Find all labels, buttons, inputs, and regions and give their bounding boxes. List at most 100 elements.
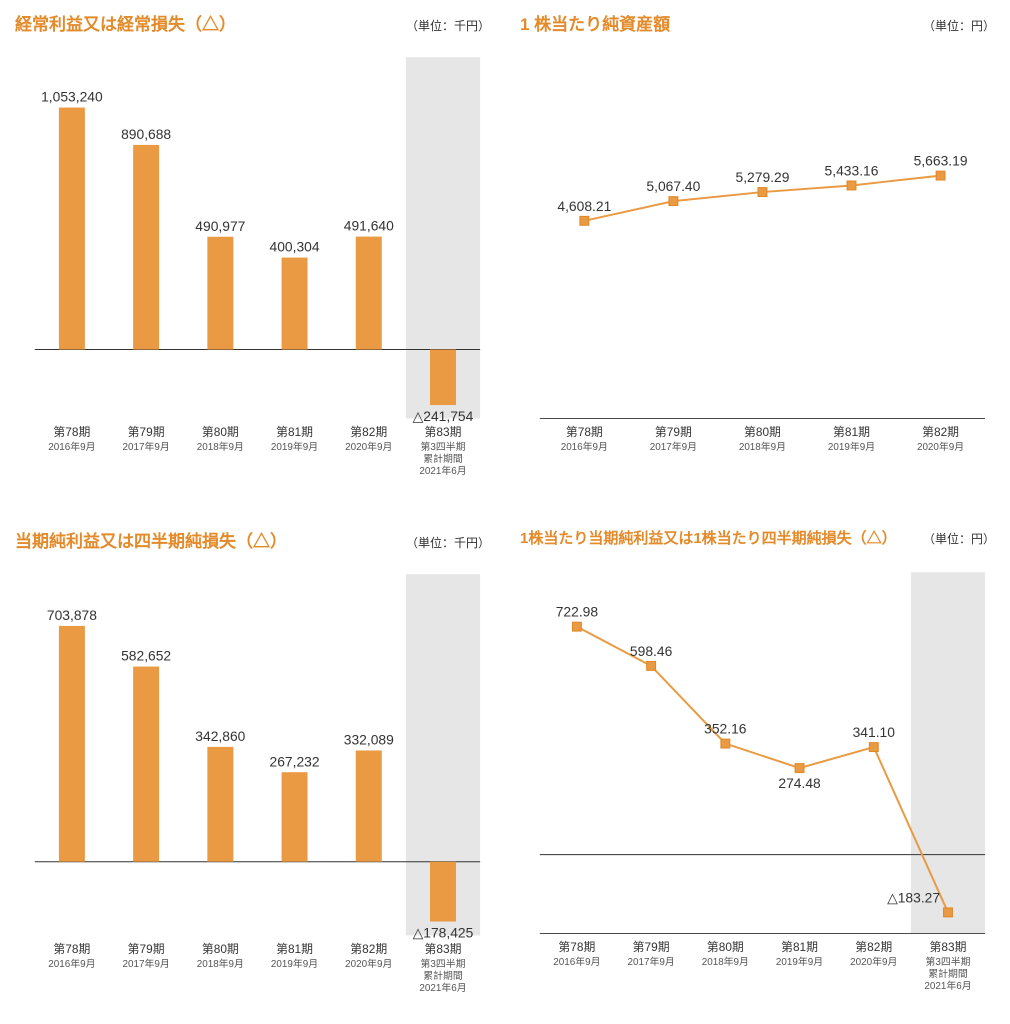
- point-value-label: 598.46: [630, 643, 673, 659]
- bar: [356, 237, 382, 350]
- bar-value-label: 890,688: [121, 126, 171, 142]
- bar: [356, 750, 382, 861]
- x-category-label: 第78期: [566, 425, 603, 439]
- chart-area: 4,608.215,067.405,279.295,433.165,663.19…: [520, 43, 995, 497]
- bar-value-label: △178,425: [413, 924, 474, 940]
- x-category-sublabel: 累計期間: [423, 452, 463, 465]
- line-chart: 4,608.215,067.405,279.295,433.165,663.19…: [520, 43, 995, 497]
- x-category-sublabel: 2018年9月: [197, 440, 244, 453]
- x-category-sublabel: 2021年6月: [419, 981, 466, 994]
- bar: [430, 862, 456, 922]
- data-marker: [721, 739, 730, 748]
- x-category-sublabel: 2021年6月: [419, 464, 466, 477]
- bar: [207, 747, 233, 862]
- x-category-sublabel: 2020年9月: [345, 957, 392, 970]
- bar-value-label: 332,089: [344, 732, 394, 748]
- x-category-label: 第81期: [833, 425, 870, 439]
- x-category-sublabel: 2017年9月: [650, 440, 697, 453]
- x-category-sublabel: 2019年9月: [271, 440, 318, 453]
- x-category-sublabel: 第3四半期: [925, 955, 970, 968]
- chart-grid: 経常利益又は経常損失（△） （単位：千円） 1,053,240 890,688 49…: [15, 10, 995, 1014]
- x-category-label: 第81期: [276, 425, 313, 439]
- data-marker: [580, 216, 589, 225]
- data-marker: [847, 181, 856, 190]
- x-category-label: 第79期: [633, 940, 670, 954]
- data-marker: [869, 743, 878, 752]
- x-category-label: 第80期: [744, 425, 781, 439]
- x-category-sublabel: 2016年9月: [553, 955, 600, 968]
- x-category-sublabel: 2019年9月: [828, 440, 875, 453]
- x-category-sublabel: 累計期間: [423, 969, 463, 982]
- data-marker: [647, 661, 656, 670]
- x-category-sublabel: 2019年9月: [271, 957, 318, 970]
- bar-value-label: 703,878: [47, 607, 97, 623]
- x-category-sublabel: 2016年9月: [561, 440, 608, 453]
- x-category-label: 第78期: [558, 940, 595, 954]
- data-marker: [758, 188, 767, 197]
- x-category-label: 第82期: [922, 425, 959, 439]
- x-category-sublabel: 第3四半期: [420, 440, 465, 453]
- bar: [59, 108, 85, 350]
- bar-value-label: △241,754: [413, 408, 474, 424]
- x-category-sublabel: 2016年9月: [48, 440, 95, 453]
- data-marker: [669, 197, 678, 206]
- x-category-sublabel: 2020年9月: [345, 440, 392, 453]
- line-chart: 722.98598.46352.16274.48341.10△183.27第78…: [520, 556, 995, 1014]
- data-marker: [936, 171, 945, 180]
- bar-chart: 703,878582,652342,860267,232332,089△178,…: [15, 560, 490, 1014]
- bar-value-label: 582,652: [121, 648, 171, 664]
- x-category-label: 第79期: [655, 425, 692, 439]
- x-category-sublabel: 累計期間: [928, 967, 968, 980]
- panel-bottom-right: 1株当たり当期純利益又は1株当たり四半期純損失（△） （単位：円） 722.98…: [520, 527, 995, 1014]
- bar: [282, 258, 308, 350]
- point-value-label: 5,279.29: [736, 169, 790, 185]
- chart-unit: （単位：千円）: [406, 534, 490, 551]
- x-category-label: 第82期: [350, 942, 387, 956]
- chart-unit: （単位：千円）: [406, 17, 490, 34]
- bar: [133, 145, 159, 350]
- x-category-label: 第79期: [128, 425, 165, 439]
- point-value-label: 352.16: [704, 721, 747, 737]
- bar: [430, 350, 456, 406]
- x-category-sublabel: 第3四半期: [420, 957, 465, 970]
- chart-area: 722.98598.46352.16274.48341.10△183.27第78…: [520, 556, 995, 1014]
- point-value-label: △183.27: [887, 890, 940, 906]
- x-category-label: 第82期: [350, 425, 387, 439]
- x-category-sublabel: 2020年9月: [850, 955, 897, 968]
- x-category-label: 第80期: [707, 940, 744, 954]
- x-category-sublabel: 2020年9月: [917, 440, 964, 453]
- x-category-sublabel: 2018年9月: [739, 440, 786, 453]
- point-value-label: 722.98: [556, 604, 599, 620]
- x-category-label: 第79期: [128, 942, 165, 956]
- x-category-label: 第83期: [930, 940, 967, 954]
- x-category-label: 第80期: [202, 942, 239, 956]
- bar-value-label: 400,304: [270, 239, 320, 255]
- x-category-label: 第83期: [425, 425, 462, 439]
- bar-value-label: 1,053,240: [41, 89, 103, 105]
- x-category-sublabel: 2017年9月: [123, 440, 170, 453]
- x-category-label: 第81期: [276, 942, 313, 956]
- bar-value-label: 267,232: [270, 753, 320, 769]
- x-category-label: 第82期: [855, 940, 892, 954]
- bar: [59, 626, 85, 862]
- x-category-label: 第81期: [781, 940, 818, 954]
- point-value-label: 5,433.16: [825, 163, 879, 179]
- bar-value-label: 491,640: [344, 218, 394, 234]
- point-value-label: 4,608.21: [557, 198, 611, 214]
- x-category-sublabel: 2018年9月: [197, 957, 244, 970]
- panel-bottom-left: 当期純利益又は四半期純損失（△） （単位：千円） 703,878 582,652 3…: [15, 527, 490, 1014]
- chart-title: 経常利益又は経常損失（△）: [15, 10, 236, 35]
- panel-top-right: 1 株当たり純資産額 （単位：円） 4,608.215,067.405,279.…: [520, 10, 995, 497]
- chart-title: 1 株当たり純資産額: [520, 10, 670, 35]
- bar: [282, 772, 308, 862]
- chart-unit: （単位：円）: [923, 17, 995, 34]
- x-category-sublabel: 2017年9月: [123, 957, 170, 970]
- chart-title: 当期純利益又は四半期純損失（△）: [15, 527, 287, 552]
- data-marker: [795, 764, 804, 773]
- x-category-sublabel: 2017年9月: [628, 955, 675, 968]
- x-category-label: 第78期: [53, 942, 90, 956]
- bar: [207, 237, 233, 350]
- panel-top-left: 経常利益又は経常損失（△） （単位：千円） 1,053,240 890,688 49…: [15, 10, 490, 497]
- series-line: [577, 627, 948, 913]
- bar: [133, 667, 159, 862]
